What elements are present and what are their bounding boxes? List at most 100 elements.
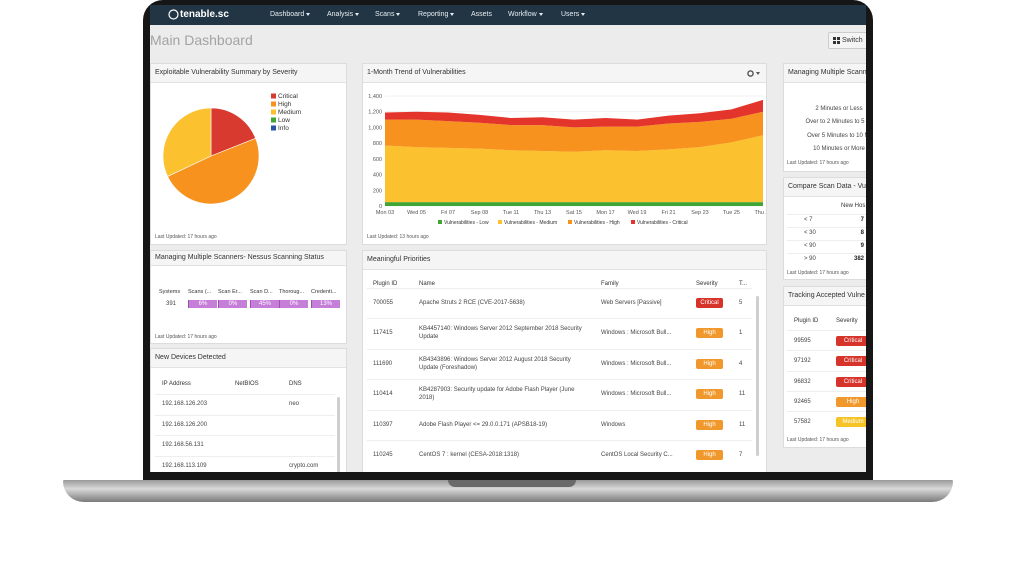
cell: 11 <box>739 391 746 398</box>
menu-item[interactable]: Analysis <box>327 11 360 18</box>
legend-swatch <box>438 220 442 224</box>
menu-item[interactable]: Dashboard <box>270 11 311 18</box>
x-tick-label: Wed 05 <box>407 210 426 216</box>
severity-badge: Critical <box>836 376 866 387</box>
legend-label: Vulnerabilities - Medium <box>504 220 557 226</box>
area-series <box>385 111 763 152</box>
area-chart: 0 200 400 600 800 1,000 1,200 1,400 Mon 03 Wed 05… <box>368 94 766 226</box>
column-header: DNS <box>289 381 302 387</box>
severity-badge: High <box>696 358 723 369</box>
page-title: Main Dashboard <box>150 32 253 48</box>
x-tick-label: Tue 11 <box>503 210 520 216</box>
column-header: Severity <box>836 318 858 324</box>
column-header: Severity <box>696 281 718 287</box>
cell: 111690 <box>373 360 393 367</box>
y-tick-label: 1,000 <box>368 125 382 131</box>
panel-title: Managing Multiple Scann <box>784 64 866 83</box>
list-item: Over to 2 Minutes to 5 Mi <box>805 119 866 126</box>
row-separator <box>787 411 866 413</box>
row-separator <box>367 379 752 381</box>
panel-title: Compare Scan Data - Vu <box>784 178 866 197</box>
area-series <box>385 202 763 206</box>
scrollbar <box>337 397 340 472</box>
menu-label: Reporting <box>418 11 449 18</box>
legend-swatch <box>271 117 276 123</box>
caret <box>306 12 311 16</box>
row-label: < 7 <box>804 217 813 223</box>
grid-icon <box>833 37 840 44</box>
column-header: Credenti... <box>311 289 337 295</box>
row-label: < 30 <box>804 230 816 236</box>
panel: Compare Scan Data - Vu New Hos < 7 7 < 30 8 < … <box>783 177 866 280</box>
cell: 57582 <box>794 419 811 426</box>
column-header: NetBIOS <box>235 381 259 387</box>
switch-button[interactable]: Switch <box>828 32 866 49</box>
cell: KB4343896: Windows Server 2012 August 20… <box>419 356 571 371</box>
panel: 1-Month Trend of Vulnerabilities 0 200 400… <box>362 63 767 245</box>
menu-label: Users <box>561 11 580 18</box>
row-separator <box>787 253 866 254</box>
column-header: Systems <box>159 289 181 295</box>
row-separator <box>367 288 752 289</box>
cell: CentOS Local Security C... <box>601 452 673 458</box>
last-updated: Last Updated: 13 hours ago <box>367 234 429 240</box>
cell: crypto.com <box>289 462 319 469</box>
cell: Windows : Microsoft Bull... <box>601 330 672 337</box>
x-tick-label: Thu 13 <box>534 210 551 216</box>
menu-item[interactable]: Users <box>561 11 586 18</box>
row-separator <box>367 409 752 411</box>
area-series <box>385 99 763 128</box>
logo-icon <box>168 9 179 20</box>
caret <box>450 12 455 16</box>
column-header: Thoroug... <box>279 289 305 295</box>
y-tick-label: 600 <box>373 157 382 163</box>
scrollbar <box>756 296 759 456</box>
y-tick-label: 0 <box>379 204 382 210</box>
severity-badge: Critical <box>696 298 723 308</box>
row-separator <box>155 394 335 395</box>
gear-icon[interactable] <box>747 70 761 77</box>
y-tick-label: 200 <box>373 188 382 194</box>
cell: 1 <box>739 330 743 337</box>
legend-label: High <box>278 101 292 108</box>
pie-slice <box>162 107 212 177</box>
cell: 192.168.126.200 <box>162 421 208 428</box>
panel: Managing Multiple Scann 2 Minutes or Less… <box>783 63 866 172</box>
cell: 391 <box>166 301 177 307</box>
legend-label: Medium <box>278 109 301 116</box>
x-tick-label: Fri 21 <box>661 210 675 216</box>
cell: Windows <box>601 421 626 428</box>
menu-item[interactable]: Scans <box>375 11 401 18</box>
row-separator <box>155 414 335 416</box>
cell: 9 <box>860 243 864 249</box>
navbar: tenable.sc Dashboard Analysis Scans Reporti… <box>150 5 866 25</box>
menu-item[interactable]: Reporting <box>418 11 455 18</box>
menu-label: Scans <box>375 11 395 18</box>
cell: 192.168.126.203 <box>162 401 208 407</box>
cell: 5 <box>739 300 743 306</box>
legend-swatch <box>568 220 572 224</box>
menu-item[interactable]: Assets <box>471 11 492 18</box>
cell: Apache Struts 2 RCE (CVE-2017-5638) <box>419 300 525 306</box>
cell: Windows : Microsoft Bull... <box>601 360 672 367</box>
x-tick-label: Fri 07 <box>441 210 455 216</box>
legend-label: Vulnerabilities - Low <box>444 220 489 226</box>
x-tick-label: Sat 15 <box>566 210 582 216</box>
legend-label: Low <box>278 117 290 124</box>
column-header: Scan Er... <box>218 289 242 295</box>
x-tick-label: Mon 03 <box>376 210 394 216</box>
cell: 97192 <box>794 358 811 365</box>
cell: 192.168.113.109 <box>162 462 207 469</box>
severity-badge: Critical <box>836 336 866 346</box>
legend-label: Info <box>278 125 289 132</box>
menu-item[interactable]: Workflow <box>508 11 543 18</box>
legend-swatch <box>498 220 502 224</box>
cell: 110414 <box>373 391 393 398</box>
x-tick-label: Thu 27 <box>754 210 766 216</box>
caret <box>396 12 401 16</box>
last-updated: Last Updated: 17 hours ago <box>787 270 849 276</box>
switch-label: Switch <box>842 37 863 44</box>
list-item: 2 Minutes or Less <box>815 106 863 112</box>
